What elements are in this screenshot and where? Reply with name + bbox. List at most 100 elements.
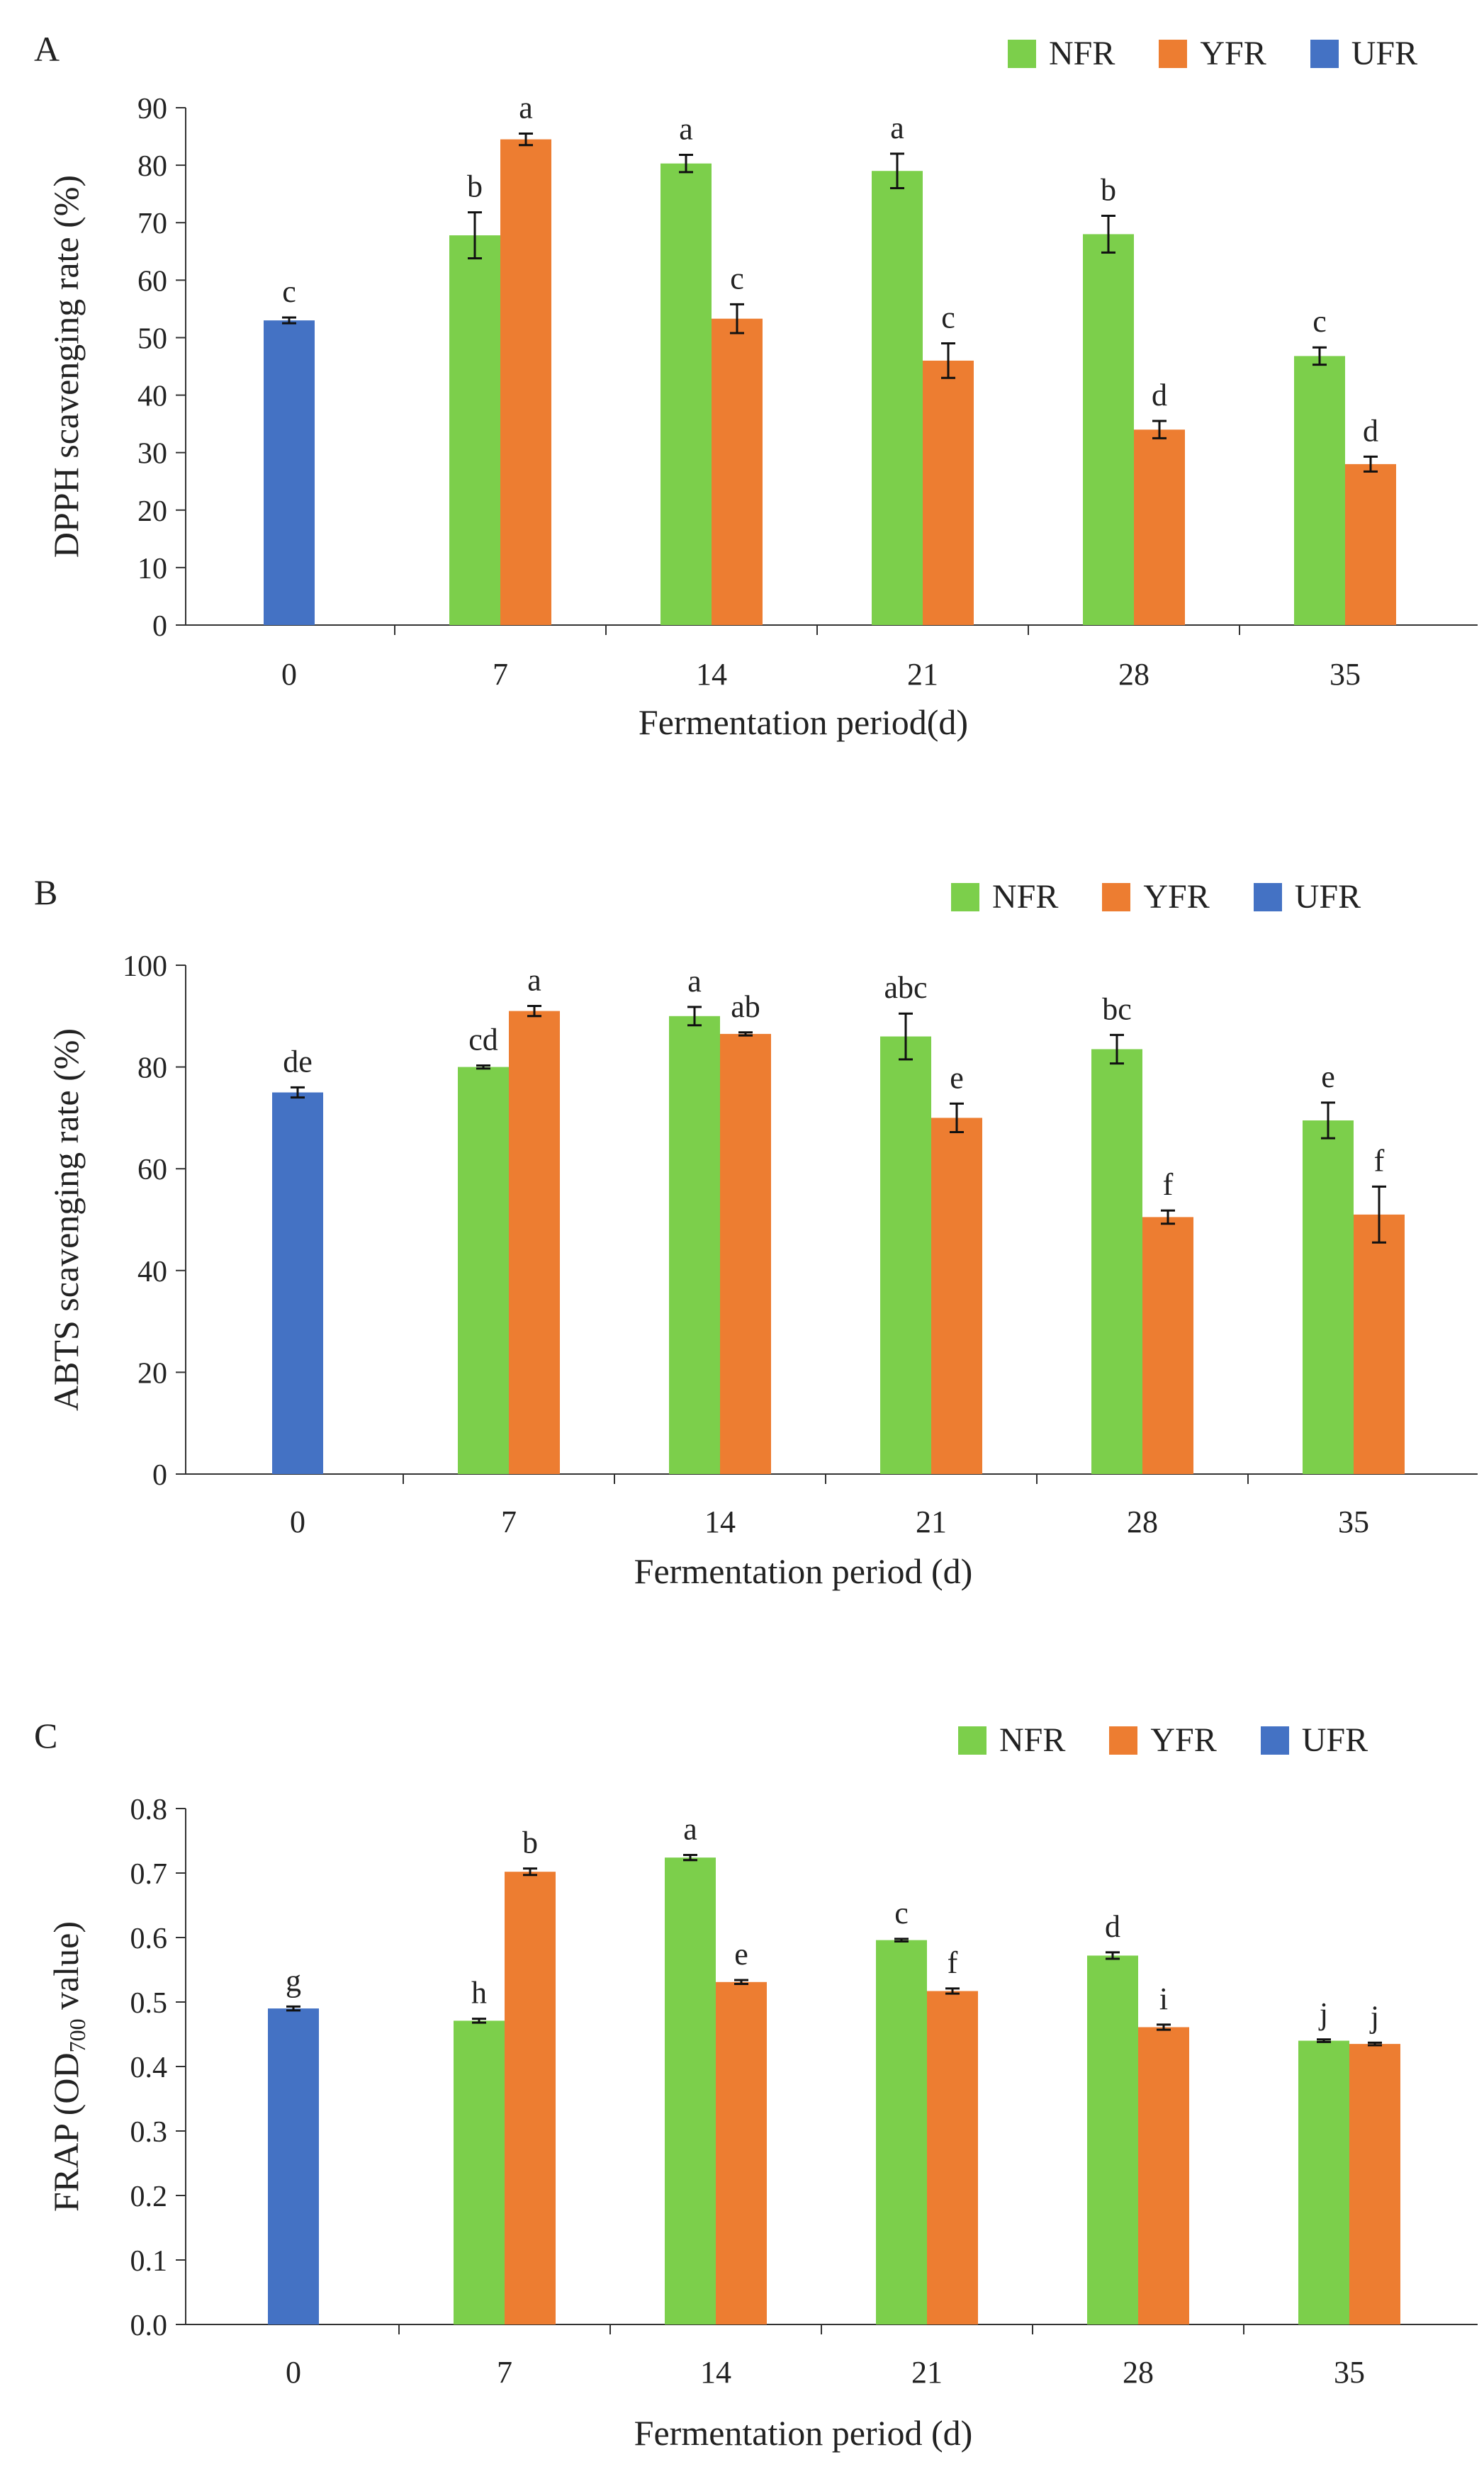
legend-swatch-yfr — [1102, 882, 1131, 911]
y-tick-label: 0.8 — [130, 1794, 168, 1826]
bar-nfr-28 — [1083, 234, 1134, 625]
y-tick-label: 70 — [137, 208, 167, 240]
legend-item-yfr: YFR — [1109, 1721, 1217, 1760]
bar-ufr-0 — [272, 1092, 323, 1474]
x-tick-label: 0 — [286, 2355, 301, 2390]
legend-item-ufr: UFR — [1253, 877, 1361, 916]
legend-label-nfr: NFR — [999, 1721, 1066, 1759]
significance-label: b — [522, 1826, 538, 1860]
x-tick-label: 28 — [1123, 2355, 1154, 2390]
x-axis-label: Fermentation period (d) — [634, 2413, 973, 2453]
x-tick-label: 35 — [1330, 657, 1361, 692]
bar-yfr-14 — [720, 1033, 771, 1474]
legend-label-ufr: UFR — [1351, 35, 1418, 72]
y-tick-label: 30 — [137, 438, 167, 471]
significance-label: a — [890, 111, 904, 145]
significance-label: a — [683, 1812, 697, 1847]
x-tick-label: 21 — [911, 2355, 943, 2390]
panel-letter: B — [34, 872, 58, 912]
bar-yfr-14 — [716, 1981, 767, 2324]
bar-yfr-35 — [1354, 1214, 1405, 1474]
chart-panel-c: C NFR YFR UFR 0.0 0.1 0.2 0.3 0.4 0.5 0.6 0.7 0.… — [0, 1687, 1484, 2474]
significance-label: i — [1159, 1981, 1168, 2016]
y-tick-label: 0.5 — [130, 1987, 168, 2020]
legend-swatch-nfr — [951, 882, 979, 911]
significance-label: c — [941, 300, 955, 335]
legend-label-yfr: YFR — [1150, 1721, 1217, 1759]
significance-label: c — [282, 274, 296, 309]
legend-label-nfr: NFR — [1049, 35, 1115, 72]
bar-yfr-21 — [923, 360, 974, 625]
x-tick-label: 14 — [704, 1505, 736, 1539]
bar-yfr-35 — [1349, 2044, 1400, 2324]
legend-swatch-ufr — [1260, 1726, 1289, 1755]
bar-yfr-28 — [1142, 1217, 1193, 1474]
legend-item-nfr: NFR — [951, 877, 1058, 916]
significance-label: abc — [884, 970, 927, 1005]
y-tick-label: 40 — [137, 1256, 167, 1288]
chart-svg-b: 0 20 40 60 80 100 0 7 14 21 28 35 Fermentation perio… — [46, 950, 1478, 1591]
y-tick-label: 40 — [137, 381, 167, 413]
bar-yfr-21 — [931, 1118, 982, 1474]
x-tick-label: 7 — [501, 1505, 517, 1539]
bar-nfr-35 — [1298, 2040, 1349, 2324]
bar-nfr-28 — [1091, 1049, 1142, 1474]
y-axis-label-sub: 700 — [64, 2018, 90, 2052]
significance-label: a — [679, 112, 693, 147]
y-tick-label: 100 — [123, 950, 167, 983]
significance-label: d — [1105, 1909, 1120, 1944]
bar-yfr-21 — [927, 1991, 978, 2324]
bar-nfr-35 — [1303, 1120, 1354, 1474]
legend-item-ufr: UFR — [1260, 1721, 1368, 1760]
bar-yfr-7 — [500, 139, 551, 626]
significance-label: ab — [731, 989, 760, 1024]
bar-yfr-35 — [1345, 463, 1396, 625]
significance-label: e — [950, 1060, 964, 1095]
y-axis-label-tail: value) — [46, 1921, 86, 2018]
bar-yfr-28 — [1138, 2027, 1189, 2324]
bar-nfr-7 — [458, 1067, 509, 1474]
chart-svg-c: 0.0 0.1 0.2 0.3 0.4 0.5 0.6 0.7 0.8 0 7 14 21 28 35 Fer… — [46, 1794, 1478, 2453]
significance-label: e — [734, 1937, 748, 1972]
bar-nfr-28 — [1087, 1955, 1138, 2324]
bar-nfr-14 — [661, 163, 712, 625]
y-axis-label: DPPH scavenging rate (%) — [46, 175, 86, 558]
legend-swatch-ufr — [1310, 39, 1339, 68]
significance-label: a — [519, 91, 533, 125]
bar-nfr-21 — [872, 171, 923, 625]
y-tick-label: 0.2 — [130, 2181, 168, 2213]
significance-label: f — [1163, 1167, 1174, 1202]
significance-label: a — [687, 964, 702, 999]
bar-nfr-21 — [880, 1036, 931, 1474]
panel-letter: C — [34, 1716, 58, 1755]
legend-label-nfr: NFR — [992, 878, 1059, 916]
x-axis-label: Fermentation period (d) — [634, 1551, 973, 1591]
x-tick-label: 28 — [1118, 657, 1149, 692]
legend-swatch-nfr — [1008, 39, 1036, 68]
bar-nfr-21 — [876, 1940, 927, 2324]
legend-label-yfr: YFR — [1143, 878, 1210, 916]
x-tick-label: 0 — [281, 657, 297, 692]
y-tick-label: 20 — [137, 495, 167, 528]
significance-label: d — [1363, 413, 1378, 448]
bar-yfr-28 — [1134, 429, 1185, 625]
y-axis-label-main: FRAP (OD — [46, 2052, 86, 2212]
significance-label: j — [1318, 1996, 1328, 2031]
y-axis-label: FRAP (OD700 value) — [46, 1921, 90, 2212]
x-tick-label: 7 — [497, 2355, 512, 2390]
x-tick-label: 21 — [907, 657, 938, 692]
x-tick-label: 35 — [1338, 1505, 1369, 1539]
legend-label-yfr: YFR — [1200, 35, 1266, 72]
significance-label: b — [467, 169, 483, 204]
significance-label: bc — [1102, 991, 1132, 1026]
legend-swatch-ufr — [1253, 882, 1282, 911]
x-tick-label: 14 — [700, 2355, 731, 2390]
chart-panel-b: B NFR YFR UFR 0 20 40 60 80 100 0 7 14 21 28 35 Ferm… — [0, 843, 1484, 1665]
y-tick-label: 80 — [137, 1052, 167, 1085]
y-axis-label: ABTS scavenging rate (%) — [46, 1028, 86, 1411]
y-tick-label: 10 — [137, 553, 167, 585]
legend-item-yfr: YFR — [1159, 34, 1266, 73]
x-tick-label: 28 — [1127, 1505, 1158, 1539]
significance-label: h — [471, 1976, 487, 2011]
significance-label: c — [730, 261, 744, 296]
